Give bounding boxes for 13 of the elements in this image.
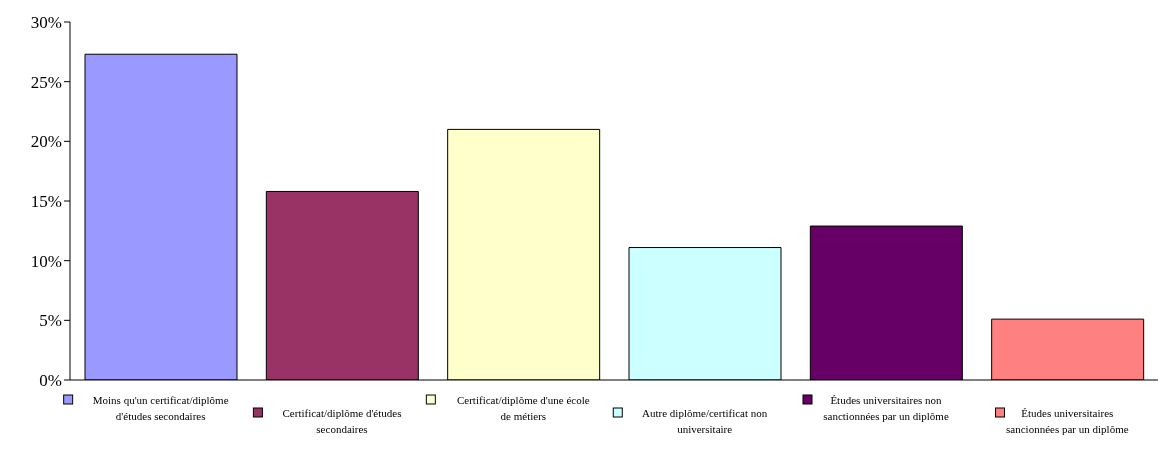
x-tick-label: Moins qu'un certificat/diplôme d'études secondaires — [92, 394, 229, 422]
y-tick-label: 10% — [30, 251, 62, 271]
y-tick-label: 30% — [30, 13, 62, 33]
y-tick-label: 20% — [30, 132, 62, 152]
y-tick-label: 5% — [39, 311, 62, 331]
y-tick-label: 15% — [30, 192, 62, 212]
x-tick-label: Études universitaires sancionnées par un diplôme — [1006, 407, 1129, 435]
x-tick-label: Études universitaires non sanctionnées par un diplôme — [823, 394, 949, 422]
y-tick-label: 0% — [39, 371, 62, 391]
x-tick-label: Certificat/diplôme d'une école de métiers — [456, 394, 590, 422]
x-tick-label: Certificat/diplôme d'études secondaires — [282, 407, 402, 435]
y-tick-label: 25% — [30, 72, 62, 92]
x-tick-label: Autre diplôme/certificat non universitaire — [642, 407, 768, 435]
